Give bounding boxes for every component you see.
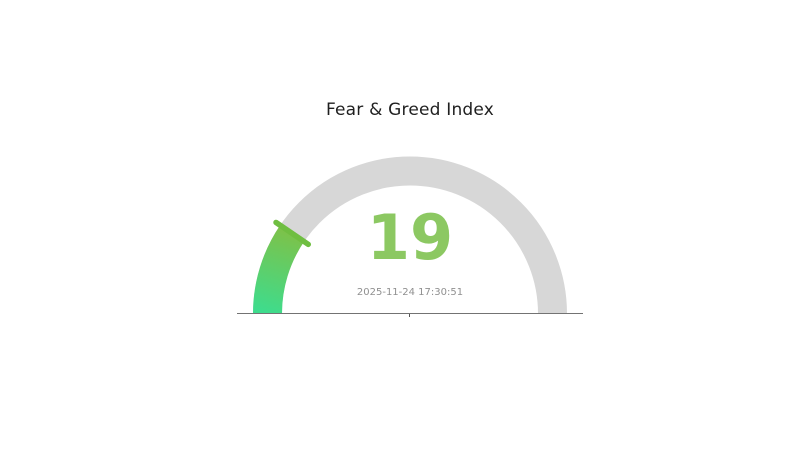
axis-baseline: [237, 313, 583, 314]
gauge-value-arc: [253, 225, 305, 314]
gauge-threshold-marker-icon: [273, 219, 312, 248]
gauge-timestamp: 2025-11-24 17:30:51: [356, 287, 464, 298]
axis-center-tick: [409, 314, 410, 317]
gauge-value-number: 19: [366, 201, 454, 274]
chart-title: Fear & Greed Index: [325, 100, 495, 120]
